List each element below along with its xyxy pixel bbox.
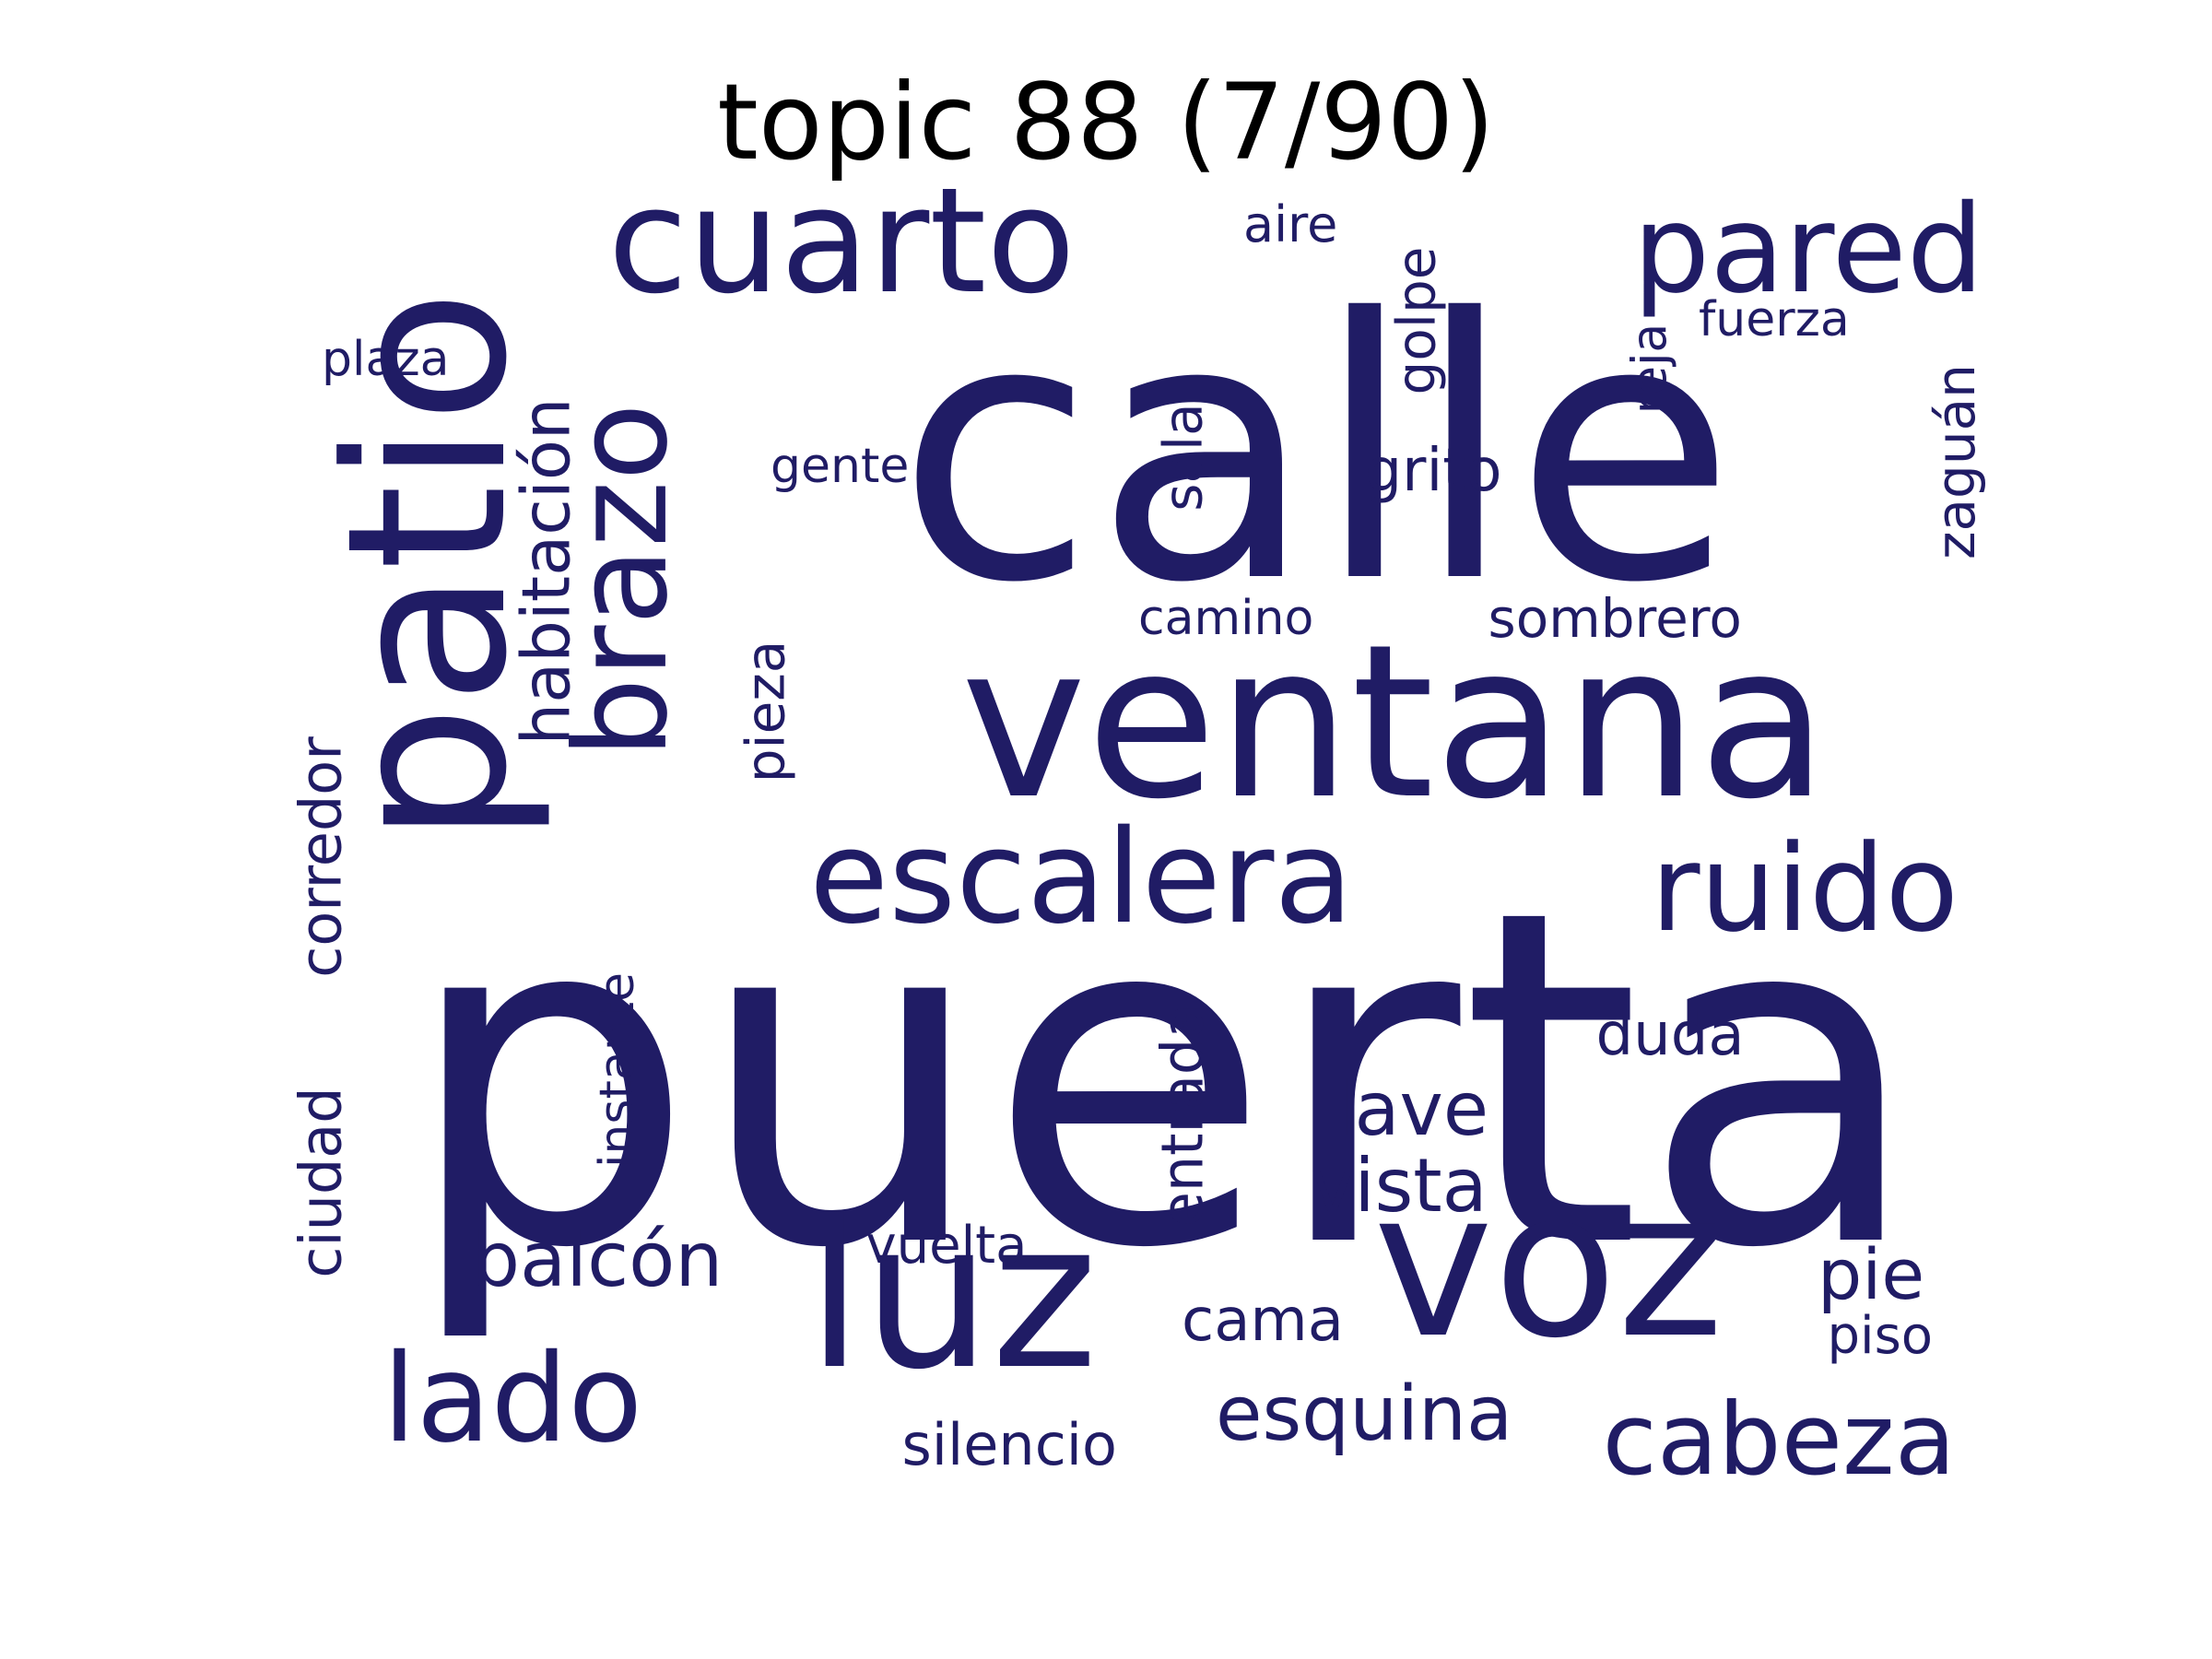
word-pie: pie <box>1818 1233 1925 1315</box>
word-voz: voz <box>1373 1147 1724 1382</box>
word-golpe: golpe <box>1383 246 1447 395</box>
word-zaguan: zaguán <box>1924 364 1987 559</box>
word-vuelta: vuelta <box>865 1216 1028 1276</box>
word-luz: luz <box>806 1178 1099 1414</box>
word-reja: reja <box>1621 323 1677 415</box>
word-plaza: plaza <box>322 332 450 387</box>
word-vista: vista <box>1311 1143 1488 1229</box>
word-aire: aire <box>1243 195 1338 253</box>
word-esquina: esquina <box>1216 1371 1513 1458</box>
word-gente: gente <box>771 439 910 494</box>
word-llave: llave <box>1313 1066 1489 1152</box>
word-silencio: silencio <box>901 1411 1117 1478</box>
word-instante: instante <box>590 971 646 1169</box>
word-camino: camino <box>1138 591 1314 646</box>
chart-title: topic 88 (7/90) <box>717 61 1495 183</box>
word-ventana: ventana <box>960 600 1829 846</box>
word-fuerza: fuerza <box>1699 292 1850 347</box>
word-lado: lado <box>382 1328 643 1470</box>
word-escalera: escalera <box>809 803 1354 953</box>
word-sala: sala <box>1151 403 1215 512</box>
word-ruido: ruido <box>1651 818 1959 959</box>
word-puerta: puerta <box>403 812 1924 1348</box>
word-sombrero: sombrero <box>1488 587 1742 650</box>
word-calle: calle <box>897 242 1736 661</box>
word-habitacion: habitación <box>507 397 585 746</box>
word-grito: grito <box>1364 437 1502 505</box>
word-cama: cama <box>1182 1287 1344 1355</box>
word-entrada: entrada <box>1147 1003 1216 1228</box>
word-piso: piso <box>1827 1306 1934 1366</box>
word-pared: pared <box>1632 179 1984 321</box>
word-duda: duda <box>1595 1001 1745 1069</box>
word-cabeza: cabeza <box>1602 1382 1956 1498</box>
word-corredor: corredor <box>287 736 355 978</box>
word-ciudad: ciudad <box>287 1087 355 1278</box>
word-balcon: balcón <box>472 1217 724 1304</box>
word-pieza: pieza <box>733 640 796 783</box>
word-cuarto: cuarto <box>607 157 1076 326</box>
